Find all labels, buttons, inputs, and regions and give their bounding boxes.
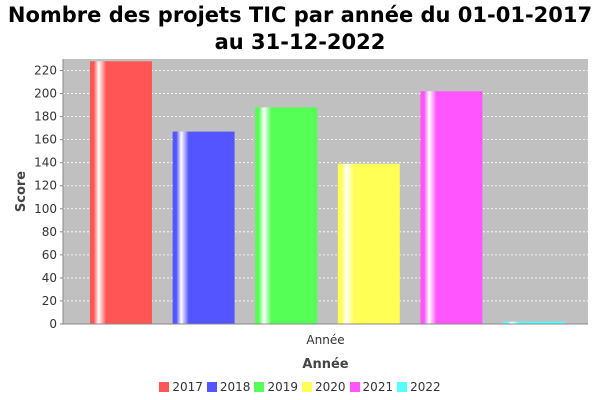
y-tick-label: 20 (42, 294, 57, 308)
legend-swatch (254, 382, 265, 392)
legend-label: 2018 (219, 380, 251, 394)
bar-chart: 0 20 40 60 80 100 120 140 160 180 200 220 Année Ann… (14, 59, 588, 372)
bar-2017 (90, 61, 152, 324)
x-category-label: Année (306, 333, 344, 347)
bar-2022 (503, 321, 565, 324)
y-tick-label: 120 (34, 179, 57, 193)
y-tick-label: 180 (34, 110, 57, 124)
bar-2018 (172, 131, 235, 324)
y-tick-label: 100 (34, 202, 57, 216)
y-tick-label: 220 (34, 64, 57, 78)
y-axis-title: Score (14, 171, 29, 212)
y-tick-label: 60 (42, 248, 57, 262)
legend-swatch (206, 382, 217, 392)
legend-item-2017: 2017 (159, 380, 203, 394)
y-tick-label: 0 (49, 317, 57, 331)
y-tick-label: 160 (34, 133, 57, 147)
y-ticks: 0 20 40 60 80 100 120 140 160 180 200 220 (34, 64, 63, 331)
bar-2020 (337, 163, 400, 324)
x-axis-title: Année (302, 357, 348, 372)
bars (90, 61, 565, 325)
legend-label: 2017 (172, 380, 203, 394)
legend-item-2018: 2018 (206, 380, 251, 394)
y-tick-label: 140 (34, 156, 57, 170)
y-tick-label: 40 (42, 271, 57, 285)
bar-2021 (420, 91, 483, 325)
legend-swatch (302, 382, 312, 392)
legend-label: 2020 (315, 380, 346, 394)
bar-2019 (255, 107, 318, 325)
legend-item-2021: 2021 (349, 380, 394, 394)
legend-swatch (159, 382, 170, 392)
grid-lines (63, 70, 588, 302)
legend-swatch (397, 382, 408, 392)
chart-title: Nombre des projets TIC par année du 01-0… (7, 3, 593, 54)
y-tick-label: 80 (42, 225, 57, 239)
legend-label: 2019 (267, 380, 298, 394)
y-tick-label: 200 (34, 87, 57, 101)
legend: 2017 2018 2019 2020 2021 2022 (0, 380, 600, 394)
legend-item-2020: 2020 (302, 380, 346, 394)
legend-label: 2022 (410, 380, 441, 394)
legend-item-2019: 2019 (254, 380, 298, 394)
legend-swatch (349, 382, 360, 392)
legend-item-2022: 2022 (397, 380, 441, 394)
legend-label: 2021 (362, 380, 394, 394)
